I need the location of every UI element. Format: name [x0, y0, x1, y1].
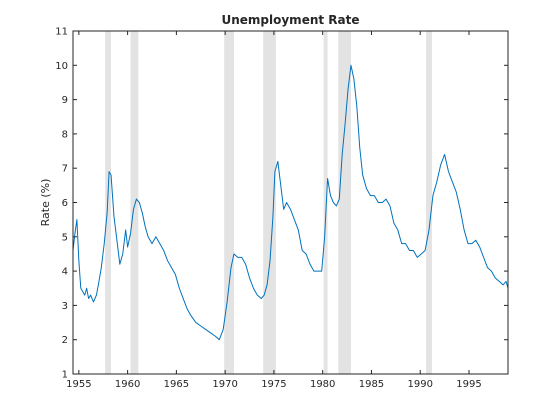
y-tick-label-11: 11	[55, 27, 68, 38]
x-tick-label-1990: 1990	[407, 379, 432, 390]
y-tick-label-4: 4	[62, 267, 68, 278]
y-axis-label: Rate (%)	[39, 179, 52, 227]
x-tick-label-1980: 1980	[310, 379, 335, 390]
x-axis-ticks: 1955 1960 1965 1970 1975 1980 1985 1990 1995	[66, 31, 482, 390]
recession-band-2	[224, 31, 234, 374]
x-tick-label-1965: 1965	[164, 379, 189, 390]
chart-title: Unemployment Rate	[221, 13, 359, 27]
y-tick-label-2: 2	[62, 335, 68, 346]
recession-band-6	[426, 31, 432, 374]
x-tick-label-1975: 1975	[261, 379, 286, 390]
y-tick-label-6: 6	[62, 198, 68, 209]
recession-band-1	[130, 31, 139, 374]
x-tick-label-1955: 1955	[66, 379, 91, 390]
x-tick-label-1960: 1960	[115, 379, 140, 390]
y-tick-label-1: 1	[62, 370, 68, 381]
x-tick-label-1970: 1970	[212, 379, 237, 390]
y-axis-ticks: 1 2 3 4 5 6 7 8 9 10 11	[55, 27, 508, 381]
y-tick-label-3: 3	[62, 301, 68, 312]
recession-band-4	[323, 31, 328, 374]
x-tick-label-1995: 1995	[456, 379, 481, 390]
series-line-0	[72, 64, 509, 341]
recession-band-5	[338, 31, 351, 374]
y-tick-label-9: 9	[62, 95, 68, 106]
x-tick-label-1985: 1985	[359, 379, 384, 390]
y-tick-label-10: 10	[55, 61, 68, 72]
y-tick-label-8: 8	[62, 129, 68, 140]
y-tick-label-5: 5	[62, 232, 68, 243]
y-tick-label-7: 7	[62, 164, 68, 175]
series-layer	[72, 64, 509, 341]
